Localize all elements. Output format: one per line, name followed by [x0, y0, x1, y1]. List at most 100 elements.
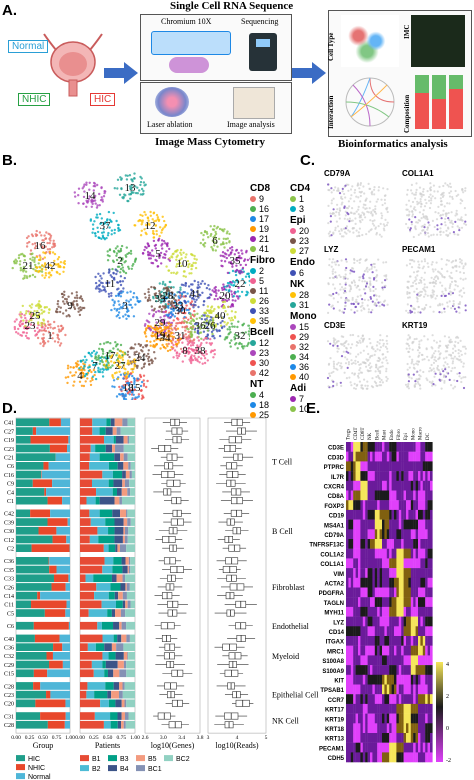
- heatmap-cell: [408, 461, 411, 472]
- heatmap-cell: [372, 703, 375, 714]
- heatmap-cell: [374, 548, 378, 559]
- heatmap-cell: [425, 539, 428, 549]
- cluster-row-label: C11: [4, 603, 14, 609]
- heatmap-cell: [396, 703, 399, 714]
- group-bar-segment: [40, 682, 71, 690]
- heatmap-cell: [355, 500, 359, 511]
- heatmap-cell: [420, 490, 423, 501]
- heatmap-cell: [350, 471, 354, 481]
- heatmap-cell: [394, 636, 397, 646]
- heatmap-cell: [350, 742, 354, 753]
- heatmap-cell: [382, 684, 385, 695]
- heatmap-cell: [379, 500, 383, 511]
- legend-swatch: [16, 755, 25, 762]
- heatmap-cell: [353, 548, 356, 559]
- feature-plot: [326, 333, 389, 390]
- heatmap-column-label: Mono: [411, 428, 416, 440]
- patient-bar-segment: [102, 652, 109, 660]
- heatmap-cell: [418, 733, 421, 743]
- bioinformatics-box: Cell Type IMC Interaction Composition: [327, 10, 472, 137]
- cell-group-label: NK Cell: [272, 716, 300, 725]
- heatmap-cell: [396, 480, 399, 491]
- heatmap-cell: [355, 509, 359, 520]
- patient-bar-segment: [125, 583, 127, 591]
- heatmap-cell: [408, 694, 411, 705]
- heatmap-cell: [391, 577, 395, 588]
- heatmap-cell: [396, 471, 399, 481]
- heatmap-cell: [418, 529, 421, 540]
- heatmap-cell: [391, 645, 395, 656]
- heatmap-cell: [379, 713, 383, 724]
- heatmap-cell: [358, 490, 361, 501]
- heatmap-cell: [360, 626, 363, 637]
- patient-bar-segment: [80, 565, 103, 574]
- heatmap-cell: [379, 645, 383, 656]
- legend-item-label: 5: [259, 276, 265, 286]
- heatmap-cell: [422, 490, 426, 501]
- heatmap-cell: [346, 509, 349, 520]
- patient-bar-segment: [113, 479, 123, 488]
- patient-bar-segment: [107, 609, 112, 617]
- heatmap-cell: [370, 568, 373, 578]
- heatmap-cell: [374, 684, 378, 695]
- heatmap-cell: [384, 655, 387, 666]
- axis-tick-label: 3.0: [160, 735, 167, 741]
- patient-bar-segment: [122, 535, 125, 544]
- cluster-row-label: C42: [4, 512, 14, 518]
- patient-bar-segment: [122, 690, 135, 699]
- heatmap-cell: [370, 490, 373, 501]
- cluster-row-label: C41: [4, 421, 14, 427]
- group-bar-segment: [16, 591, 38, 600]
- heatmap-gene-label: ITGAX: [326, 640, 344, 646]
- heatmap-cell: [425, 626, 428, 637]
- heatmap-cell: [418, 442, 421, 452]
- heatmap-cell: [382, 471, 385, 481]
- heatmap-cell: [370, 509, 373, 520]
- heatmap-cell: [384, 509, 387, 520]
- heatmap-cell: [358, 674, 361, 685]
- heatmap-cell: [401, 597, 404, 608]
- patient-bar-segment: [106, 418, 111, 427]
- heatmap-cell: [384, 752, 387, 763]
- heatmap-cell: [427, 597, 431, 608]
- heatmap-cell: [379, 703, 383, 714]
- heatmap-cell: [406, 626, 409, 637]
- heatmap-cell: [410, 490, 414, 501]
- heatmap-cell: [408, 519, 411, 530]
- heatmap-cell: [396, 713, 399, 724]
- heatmap-cell: [396, 655, 399, 666]
- heatmap-cell: [410, 480, 414, 491]
- heatmap-cell: [394, 645, 397, 656]
- heatmap-cell: [365, 733, 368, 743]
- tsne-points: [11, 172, 250, 400]
- patient-bar-segment: [126, 660, 135, 669]
- legend-dot-icon: [250, 288, 256, 294]
- legend-group-title: Adi: [290, 383, 307, 394]
- heatmap-cell: [415, 636, 419, 646]
- group-bar-segment: [31, 600, 67, 609]
- legend-dot-icon: [250, 278, 256, 284]
- heatmap-cell: [348, 626, 351, 637]
- heatmap-cell: [401, 461, 404, 472]
- heatmap-cell: [358, 665, 361, 675]
- heatmap-cell: [415, 558, 419, 569]
- heatmap-gene-label: LYZ: [333, 620, 344, 626]
- heatmap-cell: [370, 587, 373, 598]
- cluster-row-label: C30: [4, 529, 14, 535]
- legend-item-label: 31: [299, 300, 310, 310]
- legend-dot-icon: [250, 236, 256, 242]
- heatmap-gene-label: MRC1: [327, 649, 345, 655]
- patient-bar-segment: [121, 621, 127, 630]
- heatmap-cell: [382, 587, 385, 598]
- heatmap-cell: [346, 577, 349, 588]
- heatmap-cell: [377, 626, 380, 637]
- heatmap-cell: [377, 703, 380, 714]
- group-bar-segment: [16, 488, 45, 496]
- heatmap-cell: [365, 471, 368, 481]
- heatmap-cell: [391, 490, 395, 501]
- heatmap-cell: [396, 606, 399, 617]
- heatmap-cell: [370, 703, 373, 714]
- heatmap-cell: [384, 451, 387, 462]
- heatmap-cell: [403, 577, 407, 588]
- cluster-row-label: C21: [4, 456, 14, 462]
